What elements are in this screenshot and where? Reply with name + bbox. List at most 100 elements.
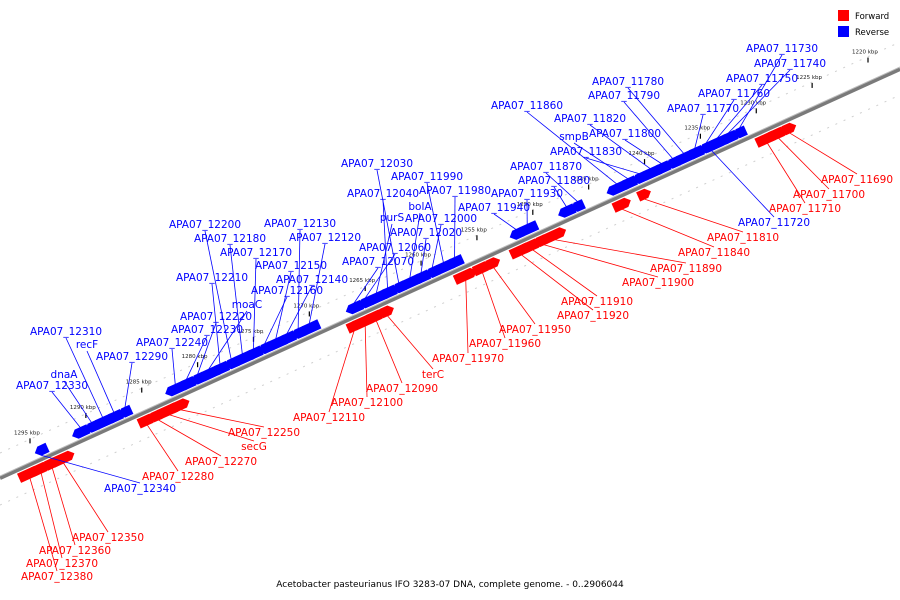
- legend: Forward Reverse: [838, 10, 889, 38]
- forward-gene-leader: [364, 326, 368, 398]
- reverse-gene-label: APA07_11990: [391, 171, 463, 183]
- reverse-gene-leader: [264, 296, 288, 344]
- reverse-gene-leader: [124, 362, 133, 408]
- reverse-gene-label: APA07_12120: [289, 232, 361, 244]
- reverse-gene-label: APA07_12170: [220, 247, 292, 259]
- reverse-gene-leader: [585, 157, 640, 175]
- forward-gene-label: APA07_11690: [821, 174, 893, 186]
- ruler-label: 1235 kbp: [684, 126, 710, 132]
- reverse-gene-label: APA07_11780: [592, 76, 664, 88]
- reverse-gene-leader: [229, 244, 243, 354]
- reverse-gene-leader: [382, 199, 388, 288]
- forward-gene-arrow: [471, 261, 492, 277]
- reverse-gene-leader: [728, 69, 791, 134]
- forward-gene-leader: [521, 254, 594, 311]
- reverse-gene-label: APA07_12310: [30, 326, 102, 338]
- forward-guide-line: [0, 94, 900, 506]
- forward-gene-label: APA07_11900: [622, 277, 694, 289]
- legend-forward-swatch: [838, 10, 849, 21]
- reverse-gene-leader: [171, 348, 176, 385]
- reverse-gene-arrow: [701, 136, 724, 153]
- forward-gene-label: APA07_12360: [39, 545, 111, 557]
- reverse-gene-label: APA07_12290: [96, 351, 168, 363]
- forward-gene-arrow: [636, 188, 651, 202]
- ruler-label: 1240 kbp: [629, 151, 655, 157]
- reverse-gene-label: APA07_11770: [667, 103, 739, 115]
- reverse-gene-label: APA07_12130: [264, 218, 336, 230]
- reverse-gene-leader: [208, 310, 248, 370]
- forward-gene-label: APA07_11710: [769, 203, 841, 215]
- reverse-gene-leader: [197, 322, 217, 375]
- ruler-label: 1265 kbp: [349, 278, 375, 284]
- reverse-gene-leader: [353, 267, 379, 304]
- forward-gene-label: APA07_11700: [793, 189, 865, 201]
- reverse-gene-leader: [86, 350, 115, 413]
- ruler-label: 1245 kbp: [573, 176, 599, 182]
- forward-gene-label: APA07_12250: [228, 427, 300, 439]
- reverse-gene-label: APA07_11800: [589, 128, 661, 140]
- forward-gene-label: APA07_11970: [432, 353, 504, 365]
- reverse-gene-leader: [573, 142, 628, 180]
- ruler-label: 1280 kbp: [182, 354, 208, 360]
- forward-gene-leader: [543, 244, 659, 278]
- ruler-label: 1220 kbp: [852, 50, 878, 56]
- ruler-label: 1255 kbp: [461, 227, 487, 233]
- forward-gene-leader: [146, 424, 179, 472]
- reverse-gene-label: moaC: [232, 299, 262, 311]
- forward-gene-leader: [482, 272, 506, 339]
- legend-reverse-swatch: [838, 26, 849, 37]
- reverse-gene-label: APA07_11830: [550, 146, 622, 158]
- reverse-gene-label: APA07_12340: [104, 483, 176, 495]
- reverse-gene-label: APA07_11930: [491, 188, 563, 200]
- reverse-gene-arrow: [366, 288, 389, 305]
- forward-gene-label: APA07_11960: [469, 338, 541, 350]
- reverse-gene-leader: [694, 114, 704, 149]
- forward-gene-leader: [778, 137, 830, 190]
- ruler-label: 1275 kbp: [237, 329, 263, 335]
- reverse-gene-label: APA07_11820: [554, 113, 626, 125]
- reverse-gene-arrow: [165, 380, 188, 397]
- reverse-gene-leader: [51, 391, 81, 428]
- reverse-gene-leader: [493, 213, 517, 230]
- reverse-gene-leader: [623, 101, 673, 159]
- genome-caption: Acetobacter pasteurianus IFO 3283-07 DNA…: [276, 580, 624, 590]
- reverse-gene-leader: [711, 150, 775, 218]
- reverse-gene-arrow: [72, 424, 91, 439]
- forward-gene-arrow: [345, 320, 361, 334]
- reverse-gene-label: APA07_11790: [588, 90, 660, 102]
- forward-gene-leader: [532, 249, 598, 297]
- reverse-gene-leader: [420, 238, 427, 273]
- reverse-gene-label: APA07_12030: [341, 158, 413, 170]
- reverse-gene-leader: [624, 139, 662, 164]
- forward-gene-leader: [644, 198, 744, 233]
- forward-gene-label: APA07_11890: [650, 263, 722, 275]
- forward-gene-label: APA07_12350: [72, 532, 144, 544]
- forward-gene-label: terC: [422, 369, 444, 381]
- label-leaders: [29, 54, 858, 572]
- reverse-gene-label: APA07_11980: [419, 185, 491, 197]
- reverse-gene-leader: [431, 224, 442, 268]
- reverse-gene-label: APA07_11730: [746, 43, 818, 55]
- reverse-gene-arrow: [34, 442, 50, 456]
- genome-backbone: [0, 67, 900, 480]
- ruler-label: 1225 kbp: [796, 75, 822, 81]
- forward-gene-leader: [465, 280, 469, 354]
- reverse-gene-leader: [376, 169, 400, 283]
- reverse-gene-leader: [716, 84, 763, 139]
- reverse-gene-arrow: [509, 227, 525, 240]
- reverse-gene-label: APA07_12200: [169, 219, 241, 231]
- forward-gene-leader: [169, 414, 255, 442]
- ruler-label: 1285 kbp: [126, 380, 152, 386]
- reverse-gene-label: APA07_12230: [171, 324, 243, 336]
- reverse-gene-label: smpB: [559, 131, 589, 143]
- forward-gene-label: APA07_11840: [678, 247, 750, 259]
- reverse-gene-leader: [65, 337, 103, 418]
- reverse-gene-label: APA07_12160: [251, 285, 323, 297]
- legend-forward-label: Forward: [855, 12, 889, 22]
- reverse-gene-label: APA07_12330: [16, 380, 88, 392]
- forward-gene-leader: [789, 132, 858, 175]
- reverse-gene-label: APA07_11860: [491, 100, 563, 112]
- forward-gene-label: APA07_12110: [293, 412, 365, 424]
- reverse-gene-leader: [375, 223, 393, 294]
